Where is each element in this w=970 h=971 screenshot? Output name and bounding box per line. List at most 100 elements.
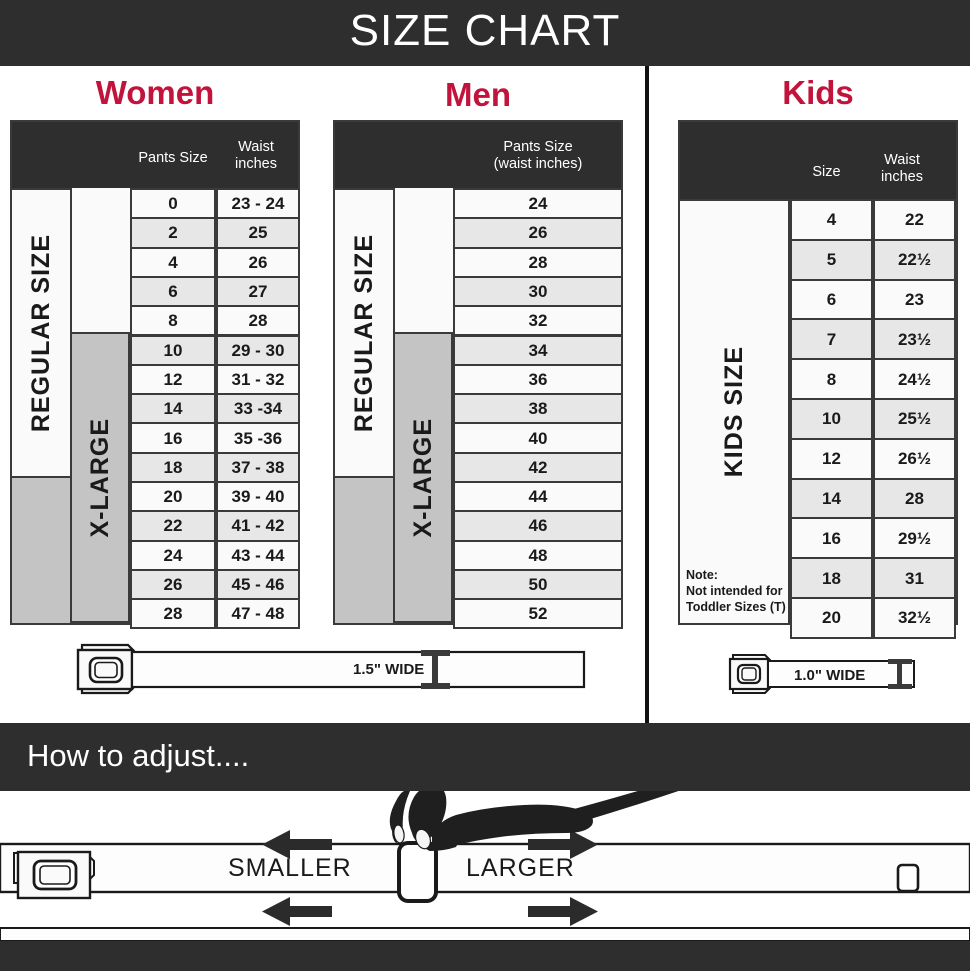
title-bar: SIZE CHART bbox=[0, 0, 970, 66]
header-waist-inches: Waist inches bbox=[216, 139, 296, 173]
cell-waist: 24½ bbox=[873, 358, 956, 400]
header-size: Size bbox=[812, 164, 841, 180]
cell-waist: 33 -34 bbox=[216, 393, 300, 425]
cell-size: 42 bbox=[453, 451, 623, 483]
belt-graphic-adult: 1.5" WIDE bbox=[72, 638, 588, 700]
belt-width-label-adult: 1.5" WIDE bbox=[353, 661, 425, 678]
cell-size: 38 bbox=[453, 393, 623, 425]
table-header-women: Pants Size Waist inches bbox=[12, 122, 298, 188]
table-row: 28 bbox=[453, 246, 623, 278]
cell-waist: 29½ bbox=[873, 517, 956, 560]
table-row: 8 28 bbox=[130, 305, 300, 337]
cell-waist: 27 bbox=[216, 275, 300, 308]
belt-width-label-kids: 1.0" WIDE bbox=[794, 667, 866, 684]
header-line1: Pants Size bbox=[503, 139, 573, 155]
cell-waist: 39 - 40 bbox=[216, 481, 300, 513]
table-row: 26 45 - 46 bbox=[130, 568, 300, 601]
cell-waist: 35 -36 bbox=[216, 422, 300, 454]
cell-size: 4 bbox=[130, 246, 216, 278]
cell-waist: 26 bbox=[216, 246, 300, 278]
fingernails bbox=[393, 824, 432, 850]
cell-size: 18 bbox=[790, 557, 873, 599]
cell-size: 8 bbox=[130, 305, 216, 337]
kids-note: Note: Not intended for Toddler Sizes (T) bbox=[686, 567, 792, 615]
header-line2: (waist inches) bbox=[493, 156, 583, 173]
table-men: Pants Size (waist inches) REGULAR SIZE X-… bbox=[333, 120, 623, 630]
table-row: 32 bbox=[453, 305, 623, 337]
cell-size: 10 bbox=[790, 398, 873, 440]
cell-waist: 25½ bbox=[873, 398, 956, 440]
table-row: 44 bbox=[453, 481, 623, 513]
cell-size: 16 bbox=[130, 422, 216, 454]
category-label: KIDS SIZE bbox=[719, 346, 748, 478]
table-row: 6 23 bbox=[790, 278, 956, 321]
table-row: 20 39 - 40 bbox=[130, 481, 300, 513]
table-row: 30 bbox=[453, 275, 623, 308]
group-caption-women: Women bbox=[95, 74, 215, 111]
table-row: 5 22½ bbox=[790, 238, 956, 281]
table-row: 7 23½ bbox=[790, 318, 956, 361]
cell-size: 28 bbox=[453, 246, 623, 278]
cell-size: 5 bbox=[790, 238, 873, 281]
group-caption-kids: Kids bbox=[782, 74, 854, 111]
belt-illustration-kids bbox=[728, 654, 915, 694]
table-row: 12 26½ bbox=[790, 437, 956, 480]
table-row: 42 bbox=[453, 451, 623, 483]
table-row: 16 29½ bbox=[790, 517, 956, 560]
how-to-adjust-band: How to adjust.... bbox=[0, 723, 970, 791]
category-label: X-LARGE bbox=[85, 417, 114, 538]
arrow-right-upper bbox=[528, 830, 598, 859]
header-waist-line2: inches bbox=[235, 156, 277, 173]
how-to-adjust-illustration: SMALLER LARGER bbox=[0, 775, 970, 942]
arrow-left-lower bbox=[262, 897, 332, 926]
category-regular-size-women: REGULAR SIZE bbox=[10, 188, 72, 478]
category-label: REGULAR SIZE bbox=[26, 233, 55, 433]
table-header-kids: Size Waist inches bbox=[680, 122, 956, 199]
cell-size: 8 bbox=[790, 358, 873, 400]
cell-waist: 28 bbox=[216, 305, 300, 337]
note-line-1: Note: bbox=[686, 568, 718, 582]
category-label: X-LARGE bbox=[408, 417, 437, 538]
cell-size: 22 bbox=[130, 510, 216, 542]
header-waist-line1: Waist bbox=[884, 152, 920, 168]
table-women: Pants Size Waist inches REGULAR SIZE X-LA… bbox=[10, 120, 300, 630]
table-row: 0 23 - 24 bbox=[130, 188, 300, 220]
cell-size: 32 bbox=[453, 305, 623, 337]
cell-size: 14 bbox=[790, 477, 873, 520]
header-pants-size: Pants Size bbox=[138, 150, 208, 166]
table-row: 10 25½ bbox=[790, 398, 956, 440]
header-waist-inches: Waist inches bbox=[863, 152, 941, 186]
cell-waist: 23 - 24 bbox=[216, 188, 300, 220]
cell-waist: 22 bbox=[873, 199, 956, 241]
belt-illustration-adult bbox=[76, 643, 586, 695]
cell-waist: 45 - 46 bbox=[216, 568, 300, 601]
table-row: 4 22 bbox=[790, 199, 956, 241]
cell-size: 6 bbox=[790, 278, 873, 321]
table-row: 22 41 - 42 bbox=[130, 510, 300, 542]
cell-waist: 31 - 32 bbox=[216, 363, 300, 396]
table-row: 14 28 bbox=[790, 477, 956, 520]
table-row: 6 27 bbox=[130, 275, 300, 308]
table-row: 20 32½ bbox=[790, 597, 956, 639]
table-kids: Size Waist inches KIDS SIZE Note: Not int… bbox=[678, 120, 958, 639]
cell-waist: 47 - 48 bbox=[216, 598, 300, 630]
table-row: 10 29 - 30 bbox=[130, 334, 300, 366]
cell-size: 28 bbox=[130, 598, 216, 630]
cell-waist: 28 bbox=[873, 477, 956, 520]
table-row: 14 33 -34 bbox=[130, 393, 300, 425]
cell-size: 50 bbox=[453, 568, 623, 601]
how-to-adjust-heading: How to adjust.... bbox=[27, 738, 250, 773]
cell-size: 4 bbox=[790, 199, 873, 241]
note-line-2: Not intended for bbox=[686, 584, 783, 598]
direction-label-smaller: SMALLER bbox=[228, 854, 352, 882]
cell-size: 30 bbox=[453, 275, 623, 308]
cell-waist: 22½ bbox=[873, 238, 956, 281]
header-waist-line1: Waist bbox=[238, 139, 274, 155]
category-xlarge-women: X-LARGE bbox=[70, 332, 130, 623]
table-row: 16 35 -36 bbox=[130, 422, 300, 454]
cell-size: 20 bbox=[790, 597, 873, 639]
cell-waist: 29 - 30 bbox=[216, 334, 300, 366]
cell-size: 10 bbox=[130, 334, 216, 366]
adjust-diagram bbox=[0, 775, 970, 942]
